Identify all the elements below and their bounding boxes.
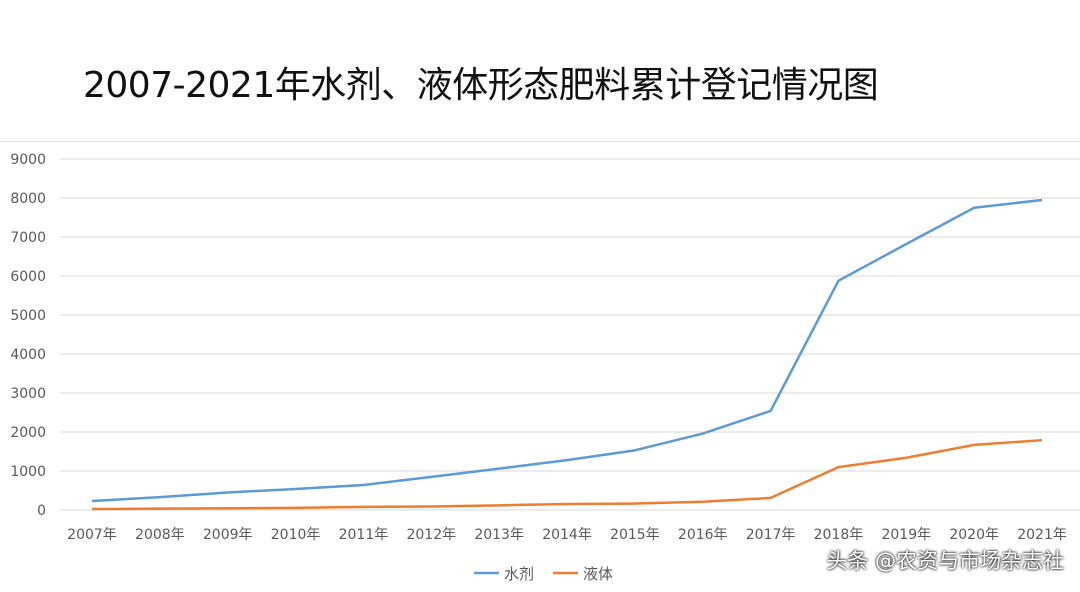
y-tick-label: 2000	[10, 425, 46, 441]
legend-label: 水剂	[504, 565, 534, 583]
chart-title: 2007-2021年水剂、液体形态肥料累计登记情况图	[83, 65, 879, 106]
watermark: 头条 @农资与市场杂志社	[826, 549, 1064, 573]
title-separator	[0, 141, 1080, 142]
x-tick-label: 2007年	[67, 527, 117, 543]
x-tick-label: 2018年	[814, 527, 864, 543]
y-tick-label: 8000	[10, 191, 46, 207]
x-tick-label: 2010年	[271, 527, 321, 543]
x-tick-label: 2017年	[746, 527, 796, 543]
series-line-水剂	[91, 198, 1043, 503]
y-tick-label: 5000	[10, 308, 46, 324]
y-tick-label: 6000	[10, 269, 46, 285]
y-tick-label: 3000	[10, 386, 46, 402]
x-tick-label: 2008年	[135, 527, 185, 543]
y-tick-label: 7000	[10, 230, 46, 246]
x-tick-label: 2016年	[678, 527, 728, 543]
x-tick-label: 2009年	[203, 527, 253, 543]
x-tick-label: 2019年	[881, 527, 931, 543]
y-tick-label: 9000	[10, 152, 46, 168]
x-tick-label: 2013年	[474, 527, 524, 543]
y-tick-label: 0	[37, 503, 46, 519]
x-tick-label: 2020年	[949, 527, 999, 543]
x-tick-label: 2014年	[542, 527, 592, 543]
y-tick-label: 4000	[10, 347, 46, 363]
x-tick-label: 2012年	[406, 527, 456, 543]
series-line-液体	[91, 438, 1043, 511]
legend-label: 液体	[583, 565, 613, 583]
x-tick-label: 2015年	[610, 527, 660, 543]
x-tick-label: 2011年	[339, 527, 389, 543]
y-tick-label: 1000	[10, 464, 46, 480]
x-tick-label: 2021年	[1017, 527, 1067, 543]
